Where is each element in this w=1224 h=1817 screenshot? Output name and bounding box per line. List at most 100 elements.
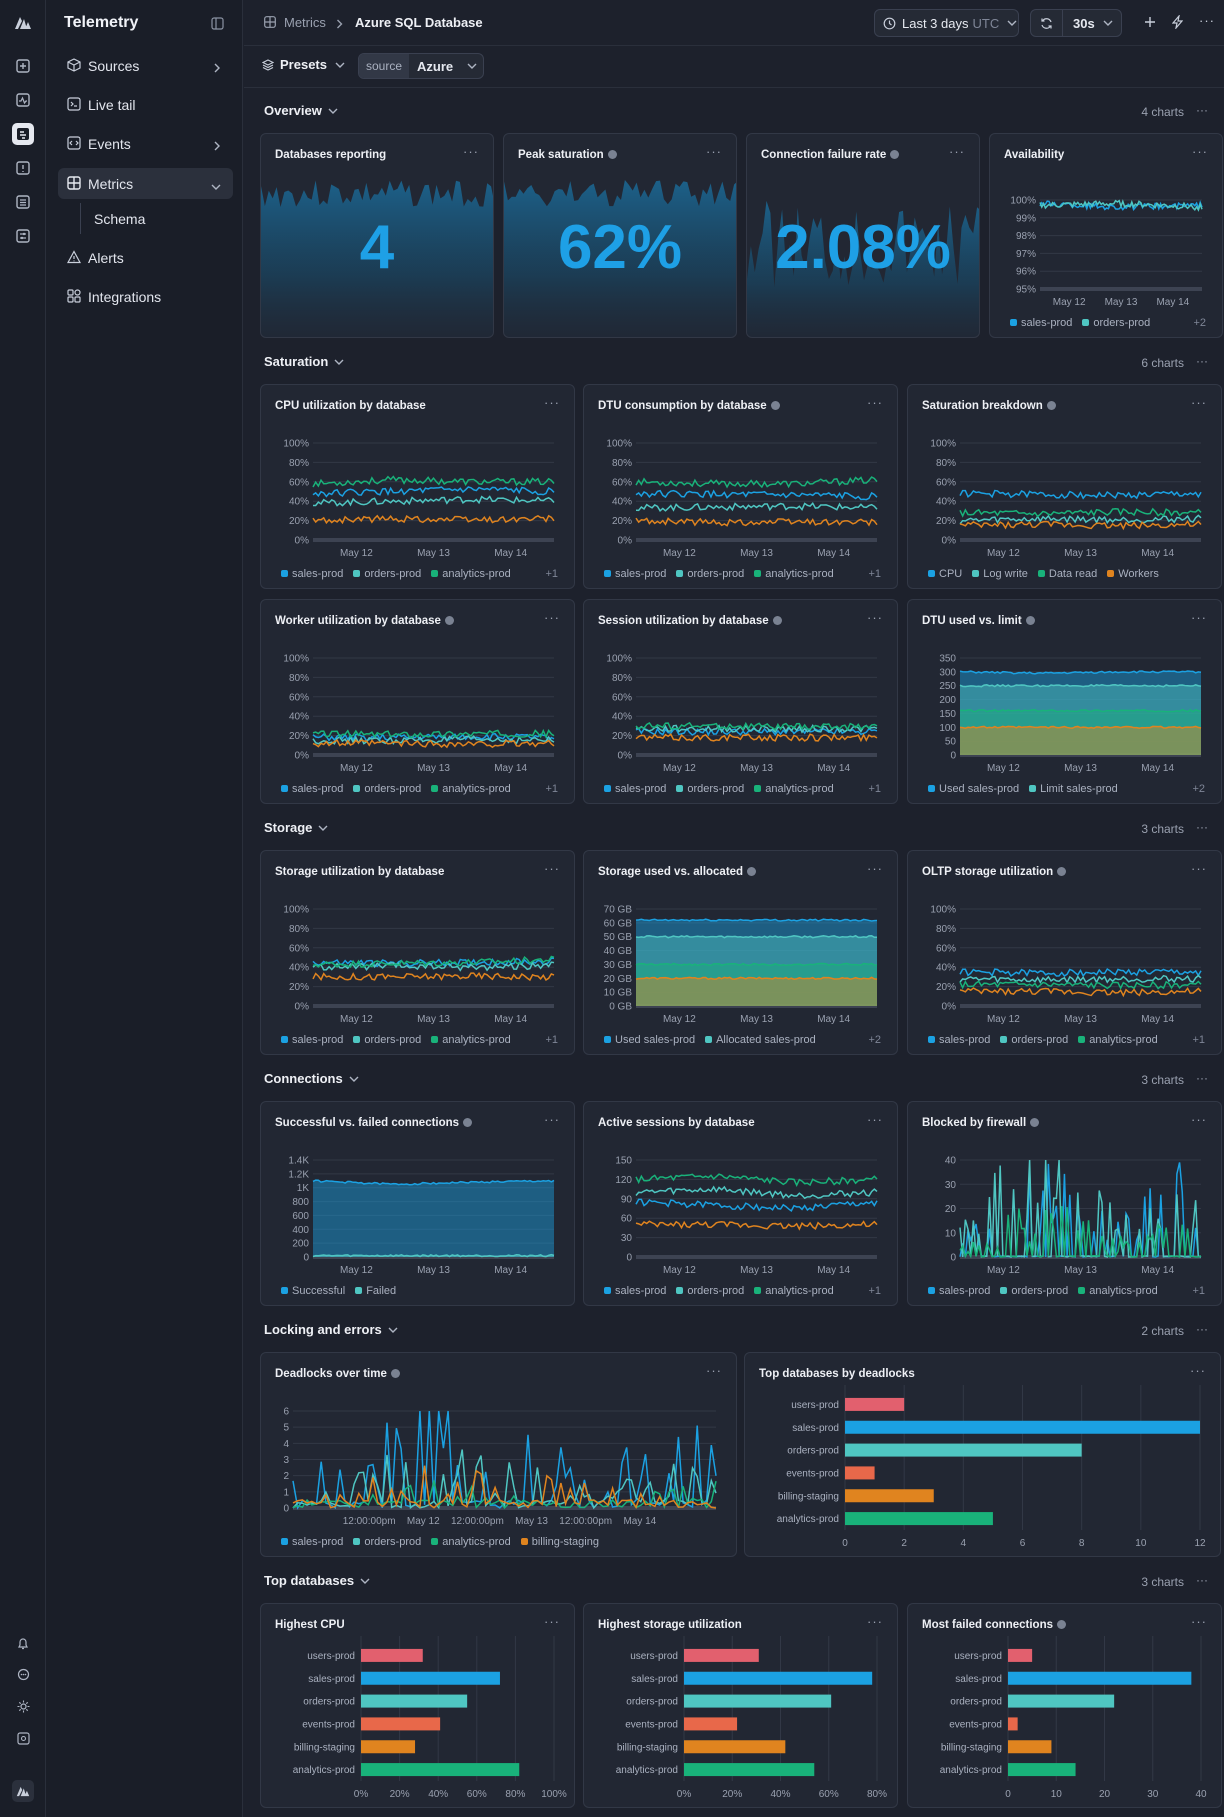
- legend-item[interactable]: sales-prod: [281, 1034, 343, 1046]
- sidebar-item-events[interactable]: Events: [58, 128, 233, 159]
- legend-item[interactable]: analytics-prod: [431, 568, 511, 580]
- info-icon[interactable]: [770, 401, 780, 410]
- card-menu-icon[interactable]: ···: [867, 1112, 883, 1127]
- card-menu-icon[interactable]: ···: [1191, 395, 1207, 410]
- info-icon[interactable]: [463, 1118, 473, 1127]
- legend-item[interactable]: sales-prod: [1010, 317, 1072, 329]
- card-menu-icon[interactable]: ···: [867, 610, 883, 625]
- section-header[interactable]: Saturation: [264, 354, 344, 369]
- section-header[interactable]: Top databases: [264, 1573, 370, 1588]
- source-filter-chip[interactable]: source Azure: [358, 53, 484, 79]
- sidebar-item-schema[interactable]: Schema: [58, 203, 233, 234]
- legend-item[interactable]: Limit sales-prod: [1029, 783, 1118, 795]
- legend-item[interactable]: sales-prod: [281, 568, 343, 580]
- legend-item[interactable]: orders-prod: [353, 568, 421, 580]
- legend-more[interactable]: +1: [1192, 1034, 1205, 1046]
- card-menu-icon[interactable]: ···: [949, 144, 965, 159]
- card-menu-icon[interactable]: ···: [544, 861, 560, 876]
- section-header[interactable]: Locking and errors: [264, 1322, 398, 1337]
- legend-more[interactable]: +1: [868, 783, 881, 795]
- workspace-logo-icon[interactable]: [12, 1780, 34, 1802]
- section-header[interactable]: Overview: [264, 103, 338, 118]
- info-icon[interactable]: [772, 616, 782, 625]
- refresh-control[interactable]: 30s: [1030, 9, 1122, 37]
- section-more-icon[interactable]: ···: [1196, 354, 1208, 368]
- card-menu-icon[interactable]: ···: [1190, 1363, 1206, 1378]
- legend-item[interactable]: Used sales-prod: [604, 1034, 695, 1046]
- more-icon[interactable]: ···: [1199, 13, 1215, 28]
- info-icon[interactable]: [390, 1369, 400, 1378]
- legend-item[interactable]: sales-prod: [928, 1285, 990, 1297]
- legend-item[interactable]: sales-prod: [604, 783, 666, 795]
- legend-item[interactable]: orders-prod: [1000, 1285, 1068, 1297]
- card-menu-icon[interactable]: ···: [706, 144, 722, 159]
- legend-item[interactable]: analytics-prod: [431, 783, 511, 795]
- sidebar-item-alerts[interactable]: Alerts: [58, 242, 233, 273]
- list-icon[interactable]: [12, 191, 34, 213]
- legend-item[interactable]: CPU: [928, 568, 962, 580]
- section-more-icon[interactable]: ···: [1196, 1322, 1208, 1336]
- legend-more[interactable]: +1: [545, 568, 558, 580]
- sun-icon[interactable]: [12, 1695, 34, 1717]
- legend-item[interactable]: Allocated sales-prod: [705, 1034, 816, 1046]
- info-icon[interactable]: [890, 150, 900, 159]
- legend-more[interactable]: +1: [868, 568, 881, 580]
- card-menu-icon[interactable]: ···: [867, 395, 883, 410]
- card-menu-icon[interactable]: ···: [1191, 861, 1207, 876]
- legend-more[interactable]: +2: [1193, 317, 1206, 329]
- legend-item[interactable]: orders-prod: [676, 1285, 744, 1297]
- card-menu-icon[interactable]: ···: [463, 144, 479, 159]
- card-menu-icon[interactable]: ···: [544, 1112, 560, 1127]
- legend-item[interactable]: orders-prod: [1000, 1034, 1068, 1046]
- legend-item[interactable]: analytics-prod: [1078, 1034, 1158, 1046]
- legend-item[interactable]: Successful: [281, 1285, 345, 1297]
- legend-item[interactable]: orders-prod: [1082, 317, 1150, 329]
- card-menu-icon[interactable]: ···: [1191, 1112, 1207, 1127]
- presets-dropdown[interactable]: Presets: [262, 57, 345, 72]
- legend-item[interactable]: Log write: [972, 568, 1028, 580]
- info-icon[interactable]: [1057, 867, 1067, 876]
- legend-item[interactable]: Workers: [1107, 568, 1159, 580]
- section-more-icon[interactable]: ···: [1196, 103, 1208, 117]
- legend-item[interactable]: sales-prod: [928, 1034, 990, 1046]
- alert-square-icon[interactable]: [12, 157, 34, 179]
- legend-more[interactable]: +2: [1192, 783, 1205, 795]
- card-menu-icon[interactable]: ···: [1191, 610, 1207, 625]
- sidebar-item-integrations[interactable]: Integrations: [58, 281, 233, 312]
- legend-item[interactable]: Failed: [355, 1285, 396, 1297]
- legend-item[interactable]: orders-prod: [353, 1034, 421, 1046]
- card-menu-icon[interactable]: ···: [867, 861, 883, 876]
- legend-item[interactable]: orders-prod: [676, 783, 744, 795]
- refresh-icon[interactable]: [1031, 10, 1063, 36]
- info-icon[interactable]: [1046, 401, 1056, 410]
- legend-item[interactable]: Data read: [1037, 568, 1097, 580]
- chat-icon[interactable]: [12, 1663, 34, 1685]
- legend-item[interactable]: orders-prod: [353, 783, 421, 795]
- card-menu-icon[interactable]: ···: [706, 1363, 722, 1378]
- legend-item[interactable]: sales-prod: [281, 783, 343, 795]
- card-menu-icon[interactable]: ···: [544, 1614, 560, 1629]
- info-icon[interactable]: [444, 616, 454, 625]
- sidebar-item-live-tail[interactable]: Live tail: [58, 89, 233, 120]
- breadcrumb-parent[interactable]: Metrics: [284, 15, 326, 30]
- legend-item[interactable]: sales-prod: [604, 1285, 666, 1297]
- sidebar-item-metrics[interactable]: Metrics: [58, 168, 233, 199]
- sliders-icon[interactable]: [12, 225, 34, 247]
- legend-more[interactable]: +1: [1192, 1285, 1205, 1297]
- settings-icon[interactable]: [12, 1727, 34, 1749]
- legend-more[interactable]: +1: [545, 1034, 558, 1046]
- section-more-icon[interactable]: ···: [1196, 1071, 1208, 1085]
- activity-icon[interactable]: [12, 89, 34, 111]
- legend-more[interactable]: +2: [868, 1034, 881, 1046]
- plus-square-icon[interactable]: [12, 55, 34, 77]
- lightning-icon[interactable]: [1171, 13, 1184, 32]
- section-more-icon[interactable]: ···: [1196, 820, 1208, 834]
- legend-item[interactable]: sales-prod: [604, 568, 666, 580]
- plus-icon[interactable]: [1144, 16, 1156, 31]
- info-icon[interactable]: [1057, 1620, 1066, 1629]
- legend-item[interactable]: sales-prod: [281, 1536, 343, 1548]
- legend-item[interactable]: Used sales-prod: [928, 783, 1019, 795]
- collapse-sidebar-icon[interactable]: [211, 17, 224, 33]
- section-header[interactable]: Storage: [264, 820, 328, 835]
- sidebar-item-sources[interactable]: Sources: [58, 50, 233, 81]
